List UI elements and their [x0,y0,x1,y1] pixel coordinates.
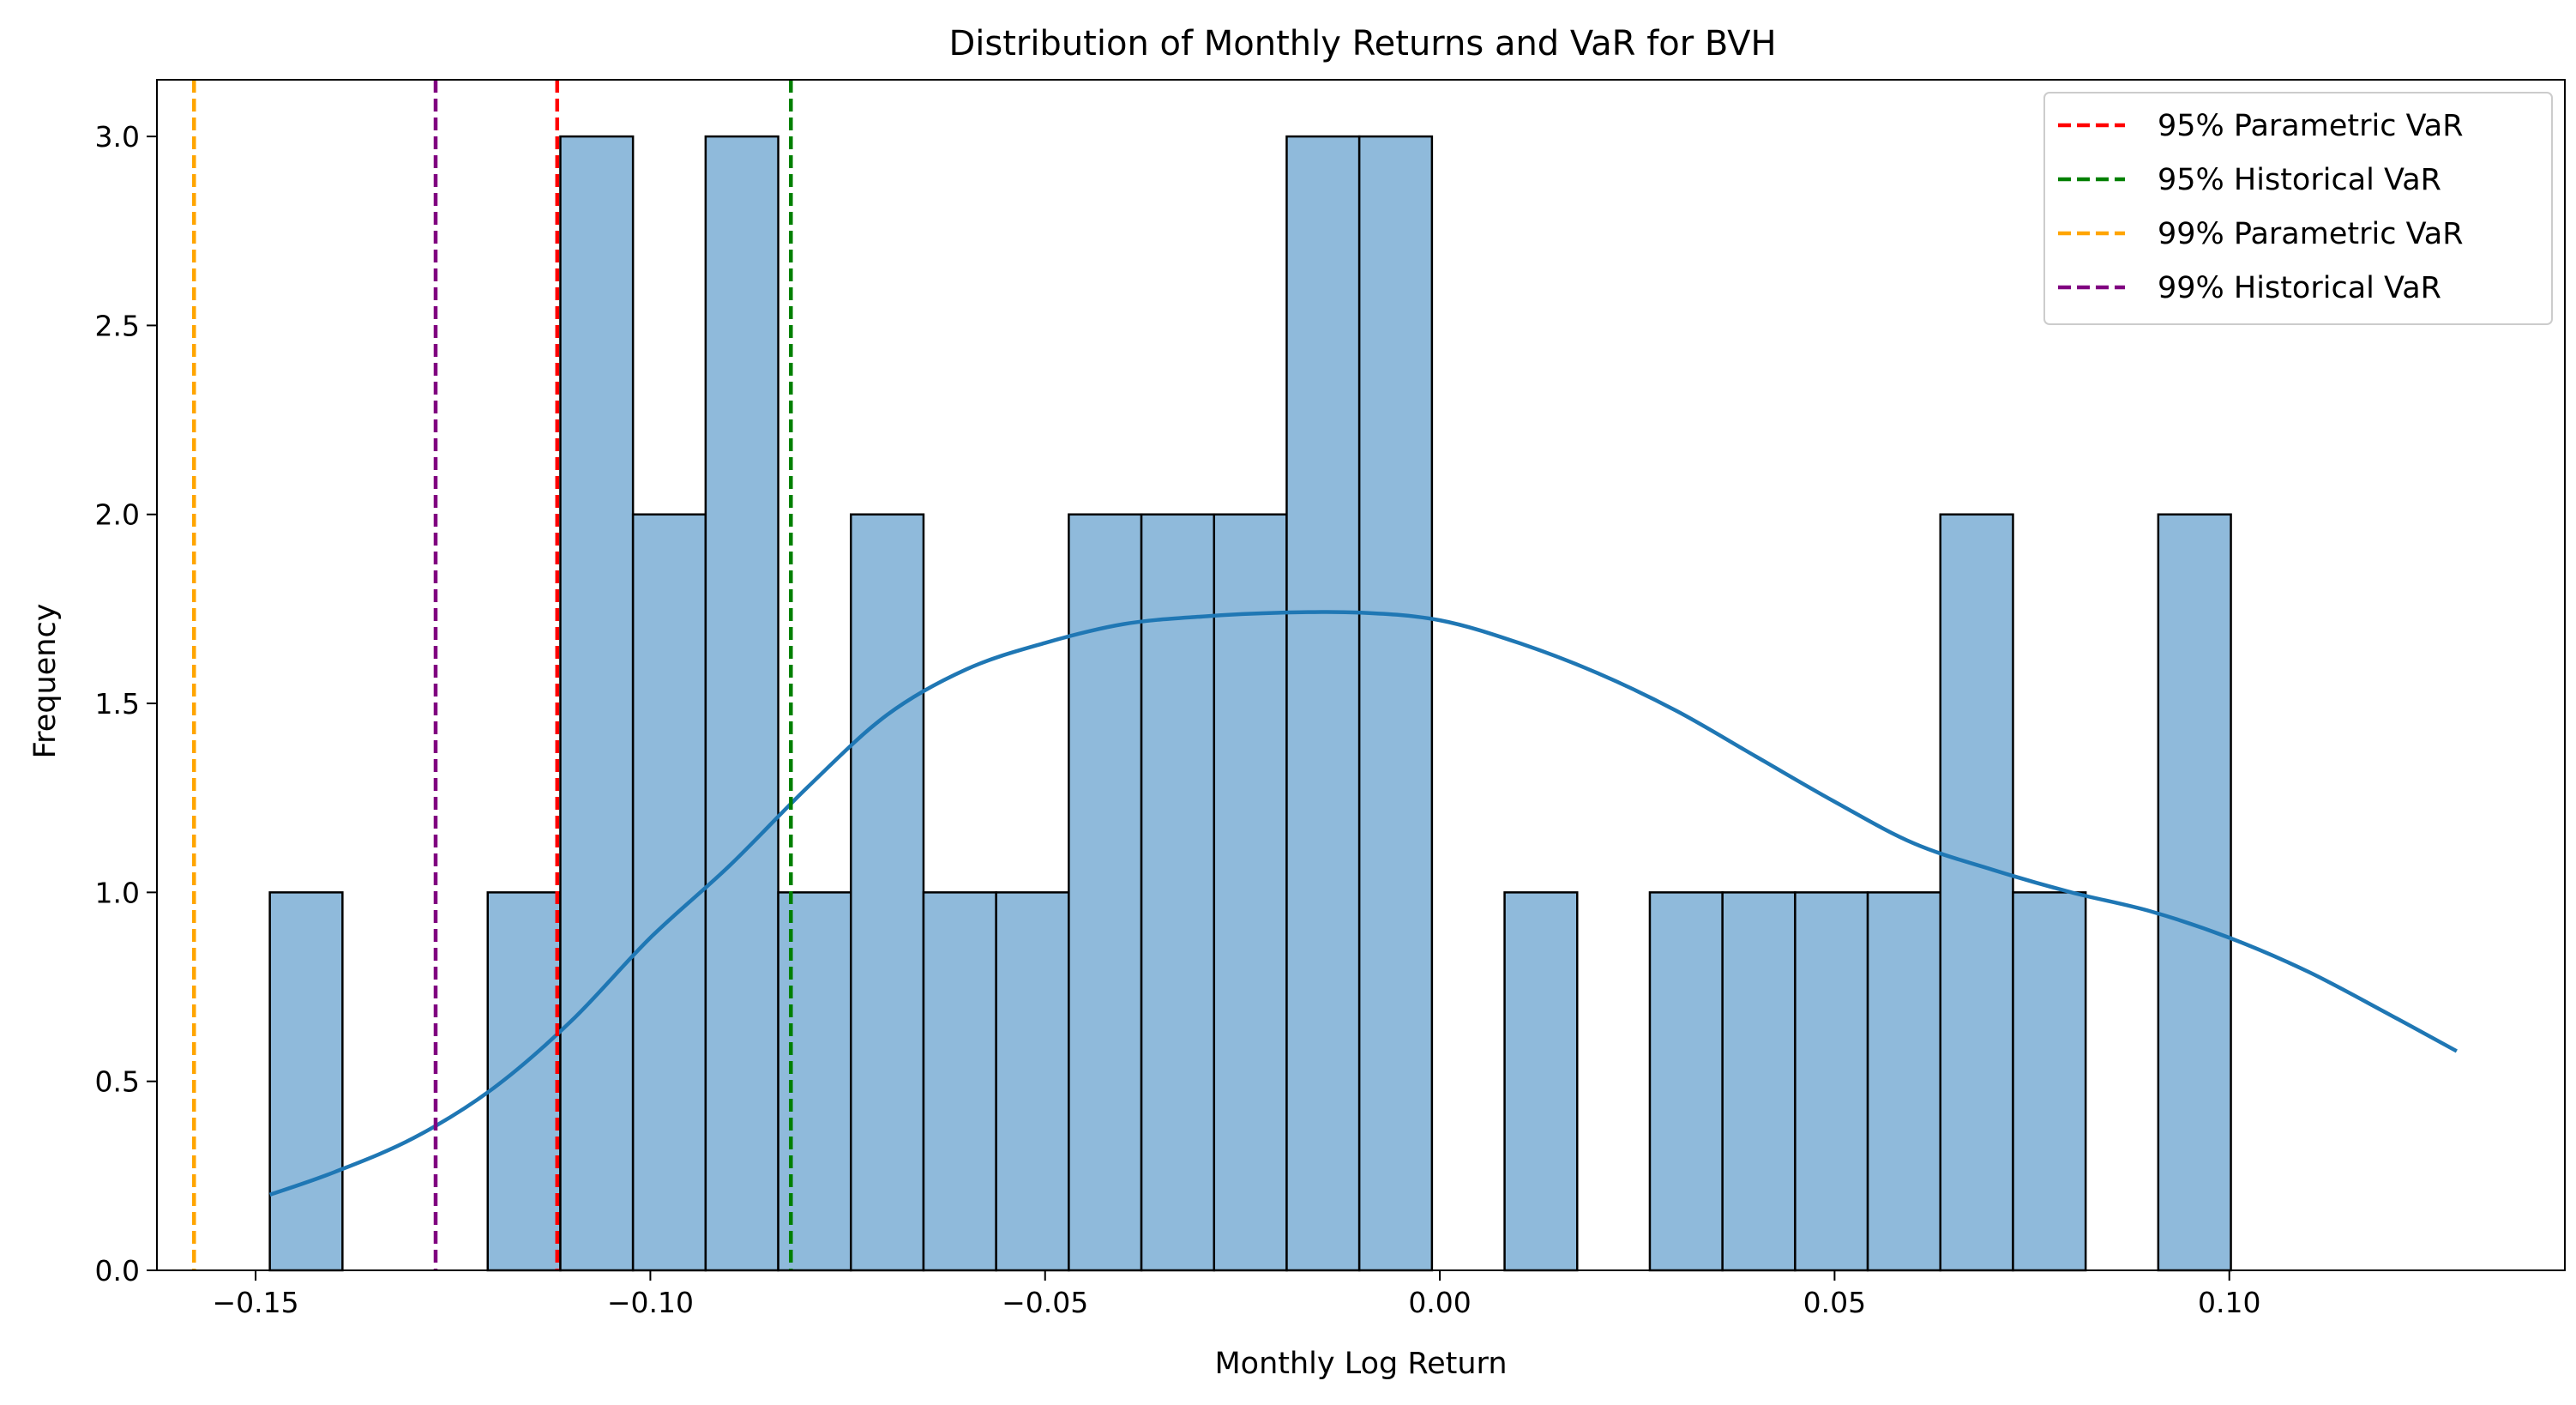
y-tick-label: 1.0 [95,876,140,909]
y-tick-label: 0.0 [95,1254,140,1287]
legend-label: 99% Parametric VaR [2158,217,2464,251]
x-tick-label: −0.05 [1002,1286,1088,1319]
kde-curve-group [268,610,2458,1197]
plot-frame [156,79,2566,1271]
histogram-bar [995,891,1070,1272]
histogram-bar [1503,891,1579,1272]
kde-curve [268,610,2458,1197]
histogram-bars [268,135,2232,1272]
legend-label: 95% Parametric VaR [2158,109,2464,143]
x-tick-label: 0.00 [1408,1286,1471,1319]
histogram-bar [1794,891,1869,1272]
histogram-bar [1866,891,1942,1272]
histogram-bar [1721,891,1797,1272]
histogram-bar [1648,891,1724,1272]
histogram-bar [559,135,635,1272]
x-tick-label: 0.10 [2198,1286,2260,1319]
histogram-bar [486,891,562,1272]
legend-label: 95% Historical VaR [2158,163,2441,197]
x-axis-ticks: −0.15 −0.10 −0.05 0.00 0.05 0.10 [213,1270,2260,1319]
histogram-bar [2157,513,2232,1272]
var-lines [192,80,793,1270]
histogram-bar [268,891,344,1272]
y-axis-label: Frequency [28,604,63,759]
histogram-bar [922,891,997,1272]
y-tick-label: 2.5 [95,309,140,342]
y-tick-label: 1.5 [95,687,140,721]
histogram-bar [631,513,707,1272]
y-axis-ticks: 0.0 0.5 1.0 1.5 2.0 2.5 3.0 [95,120,157,1287]
x-tick-label: −0.15 [213,1286,299,1319]
legend-label: 99% Historical VaR [2158,271,2441,305]
histogram-bar [1357,135,1434,1272]
histogram-bar [1068,513,1143,1272]
y-tick-label: 0.5 [95,1065,140,1099]
histogram-bar [2012,891,2087,1272]
histogram-bar [1140,513,1216,1272]
histogram-bar [1213,513,1288,1272]
legend: 95% Parametric VaR 95% Historical VaR 99% … [2043,92,2553,325]
x-tick-label: −0.10 [607,1286,694,1319]
x-tick-label: 0.05 [1803,1286,1866,1319]
legend-box [2043,92,2553,325]
histogram-bar [704,135,779,1272]
histogram-bar [850,513,925,1272]
y-tick-label: 3.0 [95,120,140,154]
y-tick-label: 2.0 [95,498,140,532]
histogram-bar [1939,513,2014,1272]
x-axis-label: Monthly Log Return [1214,1347,1507,1381]
histogram-bar [1285,135,1361,1272]
chart-title: Distribution of Monthly Returns and VaR … [948,24,1776,63]
